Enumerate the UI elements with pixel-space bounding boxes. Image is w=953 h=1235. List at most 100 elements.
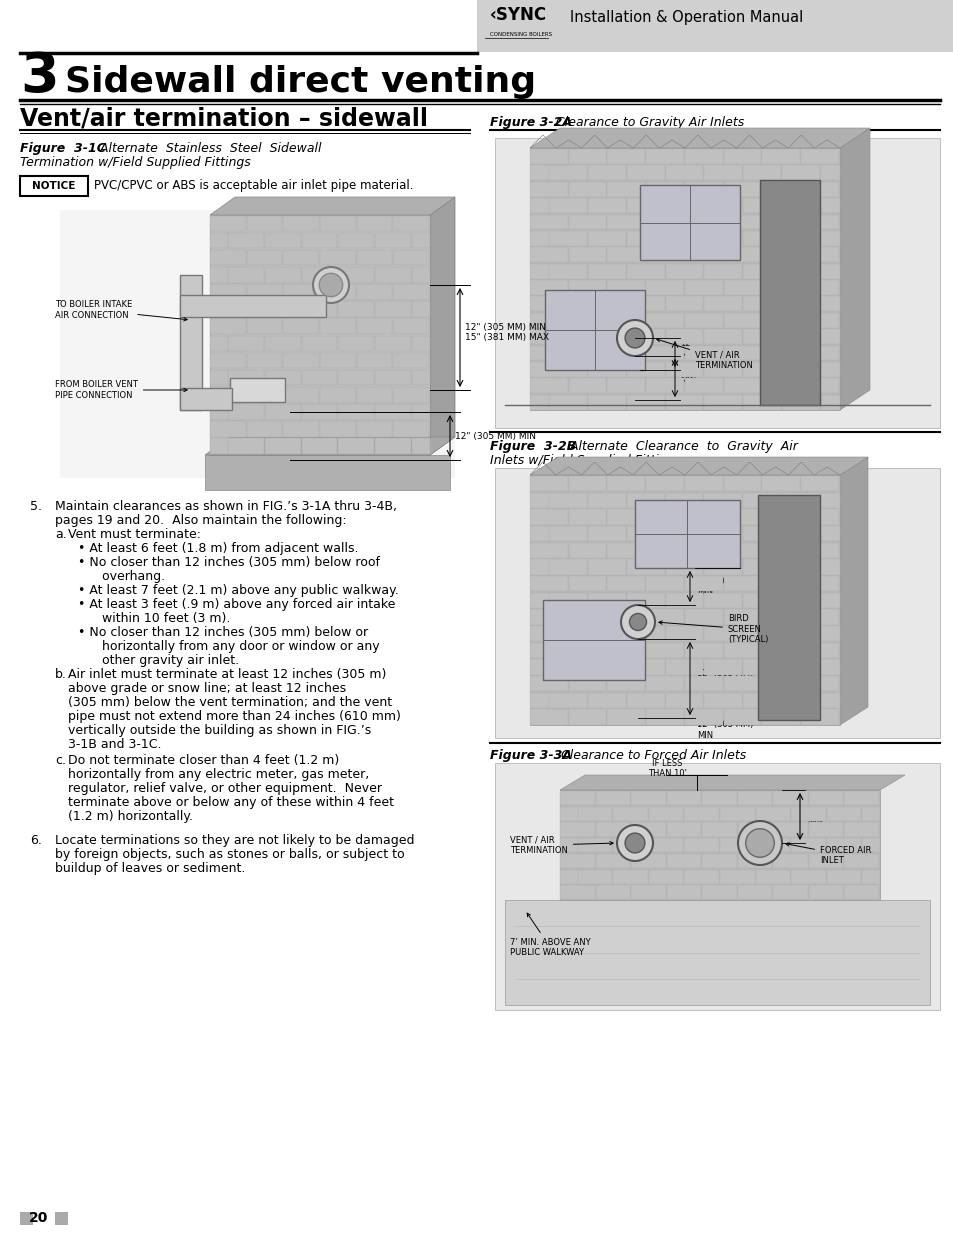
Bar bbox=[283, 319, 318, 333]
Bar bbox=[761, 280, 800, 295]
Bar bbox=[808, 790, 842, 805]
Bar bbox=[205, 454, 450, 490]
Bar bbox=[645, 609, 683, 625]
Bar bbox=[683, 869, 719, 884]
Bar bbox=[338, 267, 374, 283]
Bar bbox=[761, 378, 800, 393]
Circle shape bbox=[620, 605, 655, 638]
Bar bbox=[412, 369, 430, 385]
Circle shape bbox=[738, 821, 781, 864]
Text: CONDENSING BOILERS: CONDENSING BOILERS bbox=[490, 32, 552, 37]
Bar bbox=[607, 609, 644, 625]
Text: b.: b. bbox=[55, 668, 67, 680]
Bar bbox=[393, 319, 429, 333]
Bar bbox=[645, 642, 683, 658]
Bar bbox=[530, 149, 567, 164]
Bar bbox=[723, 542, 760, 558]
Text: • At least 6 feet (1.8 m) from adjacent walls.: • At least 6 feet (1.8 m) from adjacent … bbox=[78, 542, 358, 555]
Bar bbox=[210, 232, 246, 248]
Bar bbox=[742, 395, 781, 410]
Bar bbox=[247, 249, 282, 266]
Bar bbox=[530, 346, 567, 361]
Text: buildup of leaves or sediment.: buildup of leaves or sediment. bbox=[55, 862, 245, 876]
Text: terminate above or below any of these within 4 feet: terminate above or below any of these wi… bbox=[68, 797, 394, 809]
Bar bbox=[530, 198, 567, 212]
Bar bbox=[587, 493, 625, 508]
Bar bbox=[587, 165, 625, 180]
Text: by foreign objects, such as stones or balls, or subject to: by foreign objects, such as stones or ba… bbox=[55, 848, 404, 861]
Bar bbox=[742, 593, 781, 608]
Text: PVC/CPVC or ABS is acceptable air inlet pipe material.: PVC/CPVC or ABS is acceptable air inlet … bbox=[94, 179, 413, 191]
Bar bbox=[820, 231, 840, 246]
Text: Locate terminations so they are not likely to be damaged: Locate terminations so they are not like… bbox=[55, 834, 414, 847]
Bar bbox=[544, 290, 644, 370]
Bar bbox=[530, 296, 567, 311]
Bar bbox=[607, 215, 644, 230]
Bar bbox=[283, 353, 318, 368]
Bar bbox=[393, 249, 429, 266]
Bar bbox=[781, 626, 819, 641]
Bar bbox=[542, 600, 644, 680]
Bar bbox=[720, 839, 754, 852]
Bar bbox=[338, 336, 374, 351]
Bar bbox=[530, 247, 567, 262]
Bar bbox=[283, 387, 318, 403]
Bar bbox=[568, 676, 606, 692]
Bar bbox=[801, 182, 838, 196]
Bar bbox=[723, 709, 760, 725]
Bar bbox=[801, 642, 838, 658]
Bar bbox=[808, 885, 842, 899]
Bar bbox=[587, 231, 625, 246]
Bar bbox=[607, 247, 644, 262]
Bar bbox=[648, 806, 682, 821]
Bar bbox=[684, 576, 722, 592]
Bar bbox=[530, 626, 567, 641]
Bar bbox=[773, 823, 807, 836]
Bar bbox=[720, 806, 754, 821]
Bar bbox=[781, 165, 819, 180]
Bar bbox=[801, 709, 838, 725]
Bar bbox=[626, 362, 664, 377]
Bar bbox=[247, 284, 282, 300]
Bar bbox=[665, 693, 702, 708]
Text: Sidewall direct venting: Sidewall direct venting bbox=[65, 65, 536, 99]
Bar bbox=[665, 263, 702, 279]
Bar bbox=[666, 823, 700, 836]
Bar bbox=[665, 659, 702, 674]
Text: pages 19 and 20.  Also maintain the following:: pages 19 and 20. Also maintain the follo… bbox=[55, 514, 346, 527]
Bar bbox=[820, 263, 840, 279]
Bar bbox=[755, 839, 789, 852]
Circle shape bbox=[624, 834, 644, 853]
Bar bbox=[504, 900, 929, 1005]
Bar bbox=[737, 823, 772, 836]
Bar bbox=[781, 231, 819, 246]
Bar bbox=[645, 709, 683, 725]
Text: FORCED AIR
INLET: FORCED AIR INLET bbox=[785, 842, 870, 864]
Bar bbox=[684, 542, 722, 558]
Bar bbox=[338, 301, 374, 317]
Bar bbox=[801, 149, 838, 164]
Bar bbox=[790, 806, 824, 821]
Bar bbox=[684, 378, 722, 393]
Bar bbox=[665, 362, 702, 377]
Bar bbox=[412, 301, 430, 317]
Text: Clearance to Forced Air Inlets: Clearance to Forced Air Inlets bbox=[557, 748, 745, 762]
Bar bbox=[801, 509, 838, 525]
Bar bbox=[412, 336, 430, 351]
Bar bbox=[761, 149, 800, 164]
Bar bbox=[568, 542, 606, 558]
Bar bbox=[607, 509, 644, 525]
Bar bbox=[703, 329, 741, 345]
Bar bbox=[703, 559, 741, 574]
Text: pipe must not extend more than 24 inches (610 mm): pipe must not extend more than 24 inches… bbox=[68, 710, 400, 722]
Bar bbox=[684, 509, 722, 525]
Bar bbox=[761, 709, 800, 725]
Text: Figure 3-3A: Figure 3-3A bbox=[490, 748, 572, 762]
Bar bbox=[808, 853, 842, 868]
Bar bbox=[626, 593, 664, 608]
Bar bbox=[20, 1212, 33, 1225]
Bar bbox=[683, 806, 719, 821]
Bar bbox=[761, 676, 800, 692]
Bar bbox=[530, 182, 567, 196]
Bar bbox=[645, 542, 683, 558]
